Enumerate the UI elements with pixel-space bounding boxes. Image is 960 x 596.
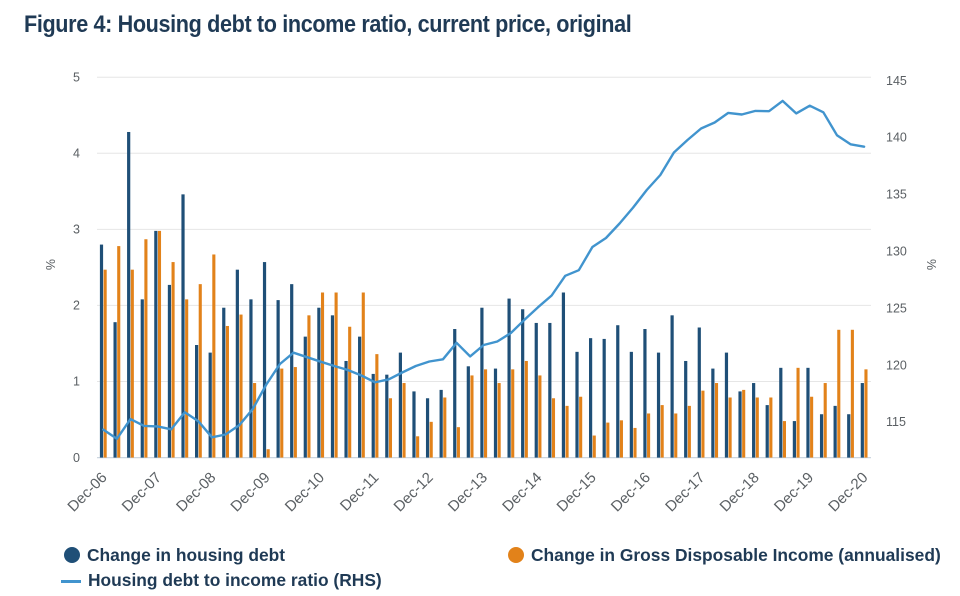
svg-text:Dec-12: Dec-12: [391, 469, 437, 515]
svg-text:1: 1: [73, 375, 80, 389]
svg-text:Dec-07: Dec-07: [119, 469, 165, 515]
svg-text:Dec-15: Dec-15: [554, 469, 600, 515]
svg-text:125: 125: [886, 301, 907, 315]
svg-text:Dec-10: Dec-10: [282, 469, 328, 515]
svg-text:3: 3: [73, 223, 80, 237]
svg-text:Dec-13: Dec-13: [445, 469, 491, 515]
svg-text:Dec-17: Dec-17: [662, 469, 708, 515]
svg-text:%: %: [44, 259, 58, 270]
svg-text:Dec-20: Dec-20: [825, 469, 871, 515]
svg-text:Dec-14: Dec-14: [499, 469, 545, 515]
svg-text:5: 5: [73, 70, 80, 84]
svg-text:2: 2: [73, 299, 80, 313]
svg-text:4: 4: [73, 147, 80, 161]
svg-text:140: 140: [886, 131, 907, 145]
svg-text:0: 0: [73, 451, 80, 465]
svg-text:130: 130: [886, 245, 907, 259]
svg-text:115: 115: [886, 415, 906, 429]
svg-text:Dec-09: Dec-09: [227, 469, 273, 515]
svg-text:Dec-19: Dec-19: [771, 469, 817, 515]
svg-text:Dec-18: Dec-18: [717, 469, 763, 515]
svg-text:135: 135: [886, 188, 907, 202]
svg-text:Dec-16: Dec-16: [608, 469, 654, 515]
svg-text:%: %: [925, 259, 939, 270]
svg-text:Dec-11: Dec-11: [337, 469, 382, 514]
svg-text:120: 120: [886, 358, 907, 372]
svg-text:145: 145: [886, 74, 907, 88]
svg-text:Dec-06: Dec-06: [64, 469, 110, 515]
svg-text:Dec-08: Dec-08: [173, 469, 219, 515]
